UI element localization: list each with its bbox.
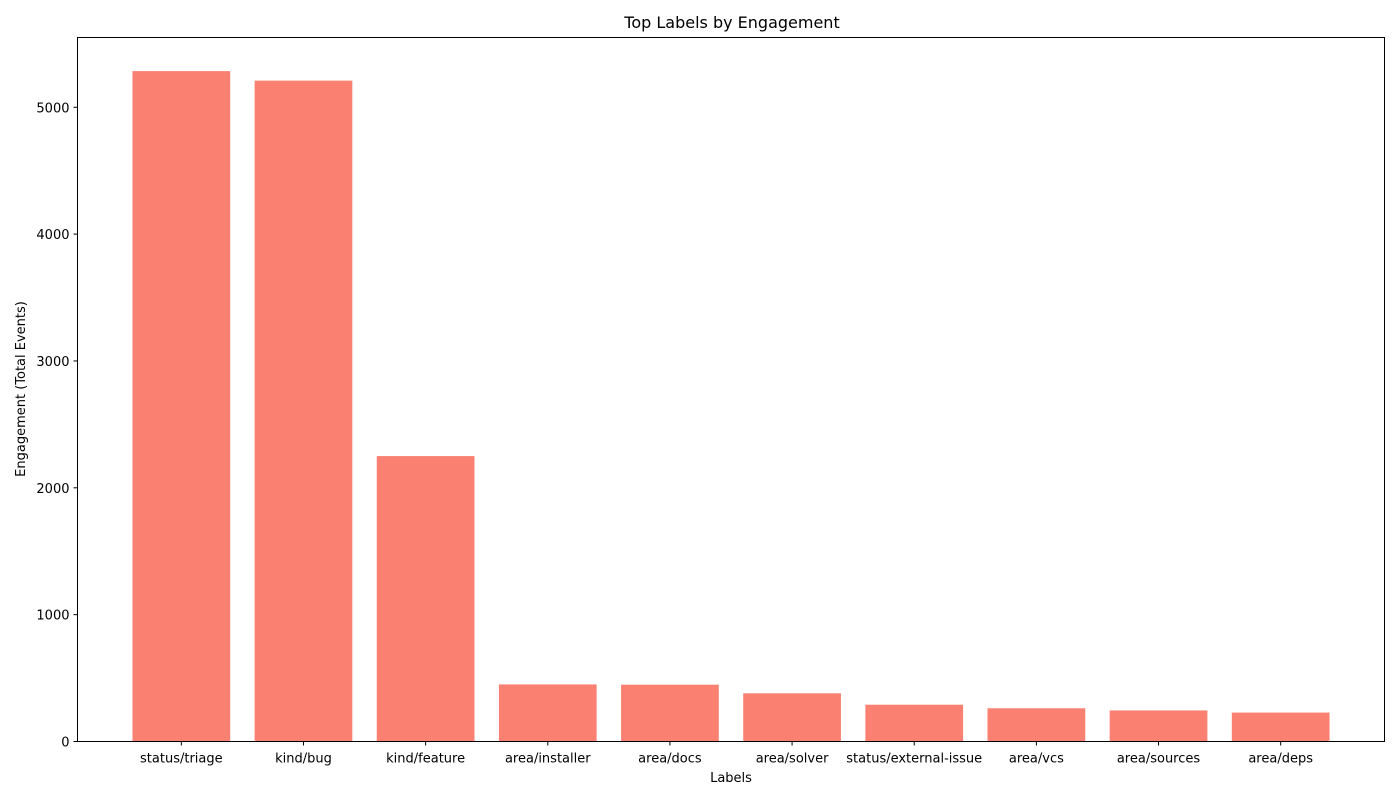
bar-area-solver [743, 693, 841, 742]
bars-layer [132, 71, 1330, 742]
y-tick-label: 3000 [36, 355, 69, 370]
y-axis: 0 1000 2000 3000 4000 5000 [36, 101, 78, 751]
y-tick-label: 1000 [36, 609, 69, 624]
chart-title: Top Labels by Engagement [623, 13, 839, 32]
y-tick-label: 2000 [36, 482, 69, 497]
y-tick-label: 0 [61, 736, 69, 751]
x-tick-label: kind/bug [275, 752, 332, 767]
x-axis-title: Labels [710, 771, 752, 786]
x-tick-label: area/vcs [1009, 752, 1064, 767]
bar-status-triage [132, 71, 231, 742]
bar-kind-feature [376, 456, 475, 742]
x-tick-label: area/installer [505, 752, 591, 767]
bar-area-docs [621, 684, 719, 742]
bar-kind-bug [254, 80, 353, 742]
x-tick-label: area/solver [756, 752, 829, 767]
y-tick-label: 5000 [36, 101, 69, 116]
bar-area-installer [498, 684, 597, 742]
x-tick-label: area/sources [1117, 752, 1201, 767]
x-tick-label: status/external-issue [846, 752, 982, 767]
bar-area-sources [1109, 710, 1208, 742]
bar-status-external-issue [865, 704, 964, 742]
x-tick-label: status/triage [140, 752, 223, 767]
x-tick-label: kind/feature [386, 752, 465, 767]
bar-area-vcs [987, 708, 1086, 742]
x-tick-label: area/docs [638, 752, 702, 767]
y-tick-label: 4000 [36, 228, 69, 243]
y-axis-title: Engagement (Total Events) [14, 301, 29, 477]
x-axis: status/triage kind/bug kind/feature area/in… [140, 741, 1313, 767]
plot-frame [77, 37, 1385, 742]
x-tick-label: area/deps [1248, 752, 1313, 767]
bar-area-deps [1231, 712, 1330, 742]
